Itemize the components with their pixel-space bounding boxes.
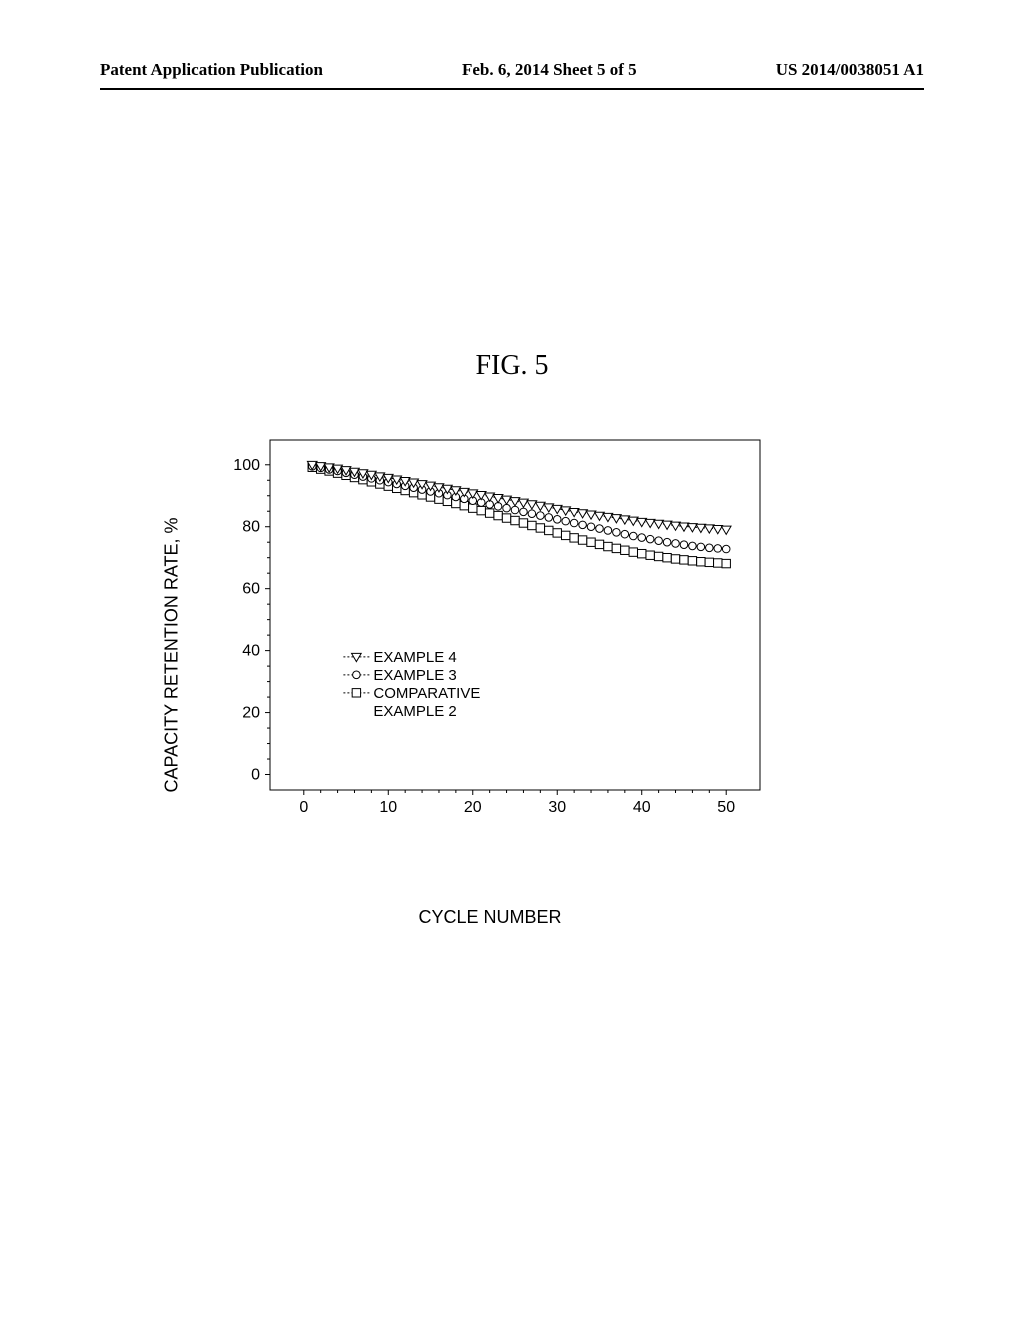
svg-text:EXAMPLE 2: EXAMPLE 2 bbox=[373, 703, 456, 720]
header-right: US 2014/0038051 A1 bbox=[776, 60, 924, 80]
page-header: Patent Application Publication Feb. 6, 2… bbox=[0, 60, 1024, 80]
chart-svg: 01020304050020406080100EXAMPLE 4EXAMPLE … bbox=[210, 430, 770, 830]
svg-text:100: 100 bbox=[233, 457, 260, 474]
svg-text:60: 60 bbox=[242, 581, 260, 598]
svg-text:EXAMPLE 3: EXAMPLE 3 bbox=[373, 667, 456, 684]
svg-text:10: 10 bbox=[379, 799, 397, 816]
svg-text:20: 20 bbox=[464, 799, 482, 816]
x-axis-label: CYCLE NUMBER bbox=[418, 907, 561, 928]
svg-text:EXAMPLE 4: EXAMPLE 4 bbox=[373, 649, 456, 666]
svg-text:80: 80 bbox=[242, 519, 260, 536]
svg-text:40: 40 bbox=[633, 799, 651, 816]
svg-text:40: 40 bbox=[242, 643, 260, 660]
svg-text:20: 20 bbox=[242, 705, 260, 722]
figure-title: FIG. 5 bbox=[0, 350, 1024, 382]
svg-text:50: 50 bbox=[717, 799, 735, 816]
svg-text:30: 30 bbox=[548, 799, 566, 816]
svg-text:0: 0 bbox=[251, 767, 260, 784]
chart-container: CAPACITY RETENTION RATE, % 0102030405002… bbox=[210, 430, 770, 880]
header-rule bbox=[100, 88, 924, 90]
y-axis-label: CAPACITY RETENTION RATE, % bbox=[162, 517, 183, 792]
svg-text:0: 0 bbox=[299, 799, 308, 816]
svg-text:COMPARATIVE: COMPARATIVE bbox=[373, 685, 480, 702]
header-left: Patent Application Publication bbox=[100, 60, 323, 80]
header-center: Feb. 6, 2014 Sheet 5 of 5 bbox=[462, 60, 637, 80]
